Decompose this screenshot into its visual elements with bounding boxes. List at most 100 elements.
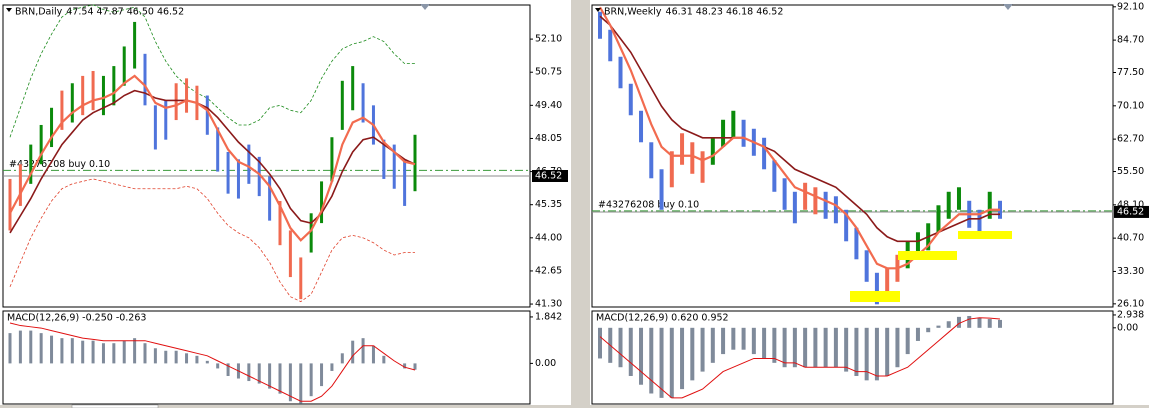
price-bar xyxy=(205,95,209,135)
macd-bar xyxy=(762,327,767,359)
price-bar xyxy=(762,137,767,170)
price-bar xyxy=(413,134,417,192)
macd-bar xyxy=(751,327,756,355)
macd-bar xyxy=(864,327,869,381)
price-bar xyxy=(956,187,961,210)
macd-bar xyxy=(185,353,189,364)
macd-label: MACD(12,26,9) -0.250 -0.263 xyxy=(7,313,146,324)
y-tick-label: 1.842 xyxy=(535,311,562,322)
macd-bar xyxy=(81,340,85,364)
tab[interactable] xyxy=(71,404,159,408)
macd-bar xyxy=(18,330,22,364)
price-bar xyxy=(639,110,644,143)
macd-bar xyxy=(60,338,64,364)
y-tick-label: 77.50 xyxy=(1117,67,1144,78)
y-tick-label: 41.30 xyxy=(535,299,562,310)
y-tick-label: 92.10 xyxy=(1117,1,1144,12)
y-tick-label: 40.70 xyxy=(1117,233,1144,244)
tab-strip xyxy=(0,405,1149,408)
price-bar xyxy=(18,164,22,206)
price-bar xyxy=(731,110,736,138)
macd-bar xyxy=(309,363,313,397)
macd-bar xyxy=(112,343,116,364)
price-bar xyxy=(70,83,74,123)
macd-bar xyxy=(288,363,292,402)
macd-bar xyxy=(29,330,33,364)
macd-bar xyxy=(987,319,992,328)
macd-bar xyxy=(91,340,95,364)
y-tick-label: 52.10 xyxy=(535,34,562,45)
moving-average xyxy=(9,89,416,234)
macd-label: MACD(12,26,9) 0.620 0.952 xyxy=(596,313,729,324)
macd-bar xyxy=(895,327,900,368)
price-bar xyxy=(649,142,654,179)
macd-bar xyxy=(413,363,417,370)
scroll-marker xyxy=(420,4,430,10)
price-bar xyxy=(351,66,355,111)
price-bar xyxy=(803,182,808,210)
macd-bar xyxy=(153,348,157,364)
price-bar xyxy=(782,178,787,210)
price-bar xyxy=(987,191,992,219)
window-divider xyxy=(571,0,590,408)
price-bar xyxy=(112,66,116,106)
y-tick-label: 45.35 xyxy=(535,199,562,210)
price-bar xyxy=(721,119,726,147)
moving-average xyxy=(599,6,1000,270)
y-tick-label: 2.938 xyxy=(1117,309,1144,320)
price-bar xyxy=(690,142,695,174)
macd-bar xyxy=(844,327,849,372)
price-bar xyxy=(60,90,64,130)
price-bar xyxy=(874,272,879,305)
macd-bar xyxy=(823,327,828,368)
price-bar xyxy=(382,139,386,179)
macd-bar xyxy=(39,333,43,364)
price-bar xyxy=(700,151,705,183)
macd-bar xyxy=(174,350,178,364)
y-tick-label: 44.00 xyxy=(535,232,562,243)
macd-panel xyxy=(591,310,1114,405)
price-bar xyxy=(29,144,33,184)
macd-bar xyxy=(195,355,199,364)
macd-bar xyxy=(926,327,931,333)
macd-panel xyxy=(2,310,531,405)
macd-bar xyxy=(403,363,407,369)
price-bar xyxy=(392,144,396,189)
y-tick-label: 48.05 xyxy=(535,133,562,144)
price-bar xyxy=(361,83,365,123)
price-bar xyxy=(39,124,43,165)
price-bar xyxy=(885,268,890,296)
price-bar xyxy=(278,201,282,246)
macd-bar xyxy=(731,327,736,350)
price-bar xyxy=(247,144,251,184)
y-tick-label: 70.10 xyxy=(1117,100,1144,111)
price-bar xyxy=(823,191,828,219)
y-tick-label: 42.65 xyxy=(535,265,562,276)
price-bar xyxy=(257,156,261,197)
macd-bar xyxy=(659,327,664,398)
macd-signal xyxy=(9,322,416,402)
y-tick-label: 49.40 xyxy=(535,100,562,111)
macd-bar xyxy=(164,350,168,364)
price-label: 46.52 xyxy=(535,170,562,181)
price-box xyxy=(1114,205,1149,218)
price-bar xyxy=(618,56,623,89)
price-bar xyxy=(91,70,95,111)
price-bar xyxy=(81,75,85,116)
macd-bar xyxy=(133,338,137,364)
price-bar xyxy=(844,209,849,242)
macd-bar xyxy=(813,327,818,368)
macd-bar xyxy=(268,363,272,389)
macd-bar xyxy=(226,363,230,377)
price-bar xyxy=(915,232,920,260)
price-bar xyxy=(320,181,324,224)
envelope-line xyxy=(9,4,415,138)
macd-bar xyxy=(946,321,951,328)
highlight-box xyxy=(958,231,1012,239)
macd-bar xyxy=(782,327,787,368)
macd-bar xyxy=(967,315,972,328)
price-bar xyxy=(8,178,12,231)
price-bar xyxy=(772,160,777,192)
macd-bar xyxy=(382,355,386,364)
